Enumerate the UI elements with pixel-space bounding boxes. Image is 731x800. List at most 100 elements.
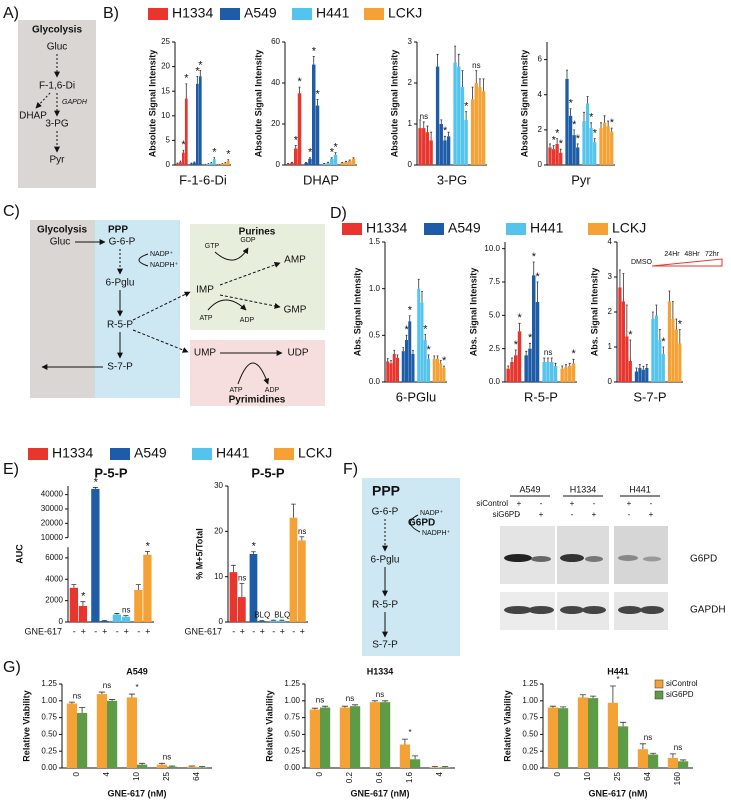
error-bar — [402, 347, 405, 352]
bar — [572, 135, 576, 165]
y-tick-label: 4000 — [45, 574, 63, 583]
error-bar — [532, 261, 535, 276]
error-bar — [128, 693, 135, 698]
legend-label: LCKJ — [298, 445, 332, 461]
pathway-box — [18, 20, 96, 188]
y-axis-label: Relative Viability — [264, 690, 274, 761]
significance: * — [589, 112, 594, 124]
error-bar — [439, 360, 442, 364]
significance: * — [212, 147, 217, 159]
box-title: Purines — [239, 227, 276, 238]
condition-label: siG6PD — [492, 510, 520, 519]
cofactor-arc — [138, 253, 149, 267]
bar — [460, 87, 465, 165]
error-bar — [316, 99, 319, 106]
y-tick-label: 0 — [408, 160, 413, 169]
blot — [500, 526, 555, 584]
significance: * — [316, 88, 321, 100]
enzyme: GAPDH — [62, 99, 88, 106]
x-tick-label: 64 — [643, 771, 652, 780]
error-bar — [510, 357, 514, 362]
error-bar — [629, 339, 632, 361]
significance: * — [442, 355, 447, 367]
y-tick-label: 6 — [538, 55, 543, 64]
bar — [326, 162, 330, 165]
y-tick-label: 0.75 — [284, 713, 300, 722]
y-tick-label: 4 — [538, 90, 543, 99]
error-bar — [393, 349, 396, 354]
error-bar — [543, 357, 546, 362]
y-tick-label: 10 — [214, 572, 223, 581]
significance: ns — [472, 61, 480, 70]
y-tick-label: 0 — [276, 160, 281, 169]
error-bar — [101, 619, 107, 621]
band — [585, 556, 603, 562]
y-tick-label: 5.0 — [489, 310, 501, 319]
bar — [638, 368, 642, 382]
bar — [77, 712, 88, 768]
x-axis-label: GNE-617 (nM) — [350, 788, 409, 798]
bar — [588, 698, 599, 768]
bar — [210, 163, 213, 165]
y-tick-label: 40 — [271, 78, 280, 87]
bar — [182, 152, 185, 165]
bar — [121, 616, 131, 622]
error-bar — [573, 129, 576, 136]
y-tick-label: 0.00 — [41, 763, 57, 772]
error-bar — [405, 334, 408, 340]
y-tick-label: 30 — [214, 481, 223, 490]
legend-swatch — [654, 679, 664, 689]
metabolite: R-5-P — [107, 320, 133, 331]
error-bar — [651, 311, 654, 319]
y-tick-label: 30000 — [41, 504, 64, 513]
bar — [408, 321, 412, 382]
significance: * — [404, 324, 409, 336]
y-tick-label: 2.5 — [489, 344, 501, 353]
y-tick-label: 0.25 — [284, 746, 300, 755]
metabolite: F-1,6-Di — [39, 81, 75, 92]
y-tick-label: 0 — [59, 617, 64, 626]
significance: * — [464, 101, 469, 113]
significance: * — [514, 339, 519, 351]
error-bar — [559, 148, 562, 153]
error-bar — [185, 83, 188, 99]
bar — [423, 340, 427, 382]
metabolite: DHAP — [19, 111, 47, 122]
box-title: PPP — [372, 483, 400, 499]
bar — [340, 162, 344, 165]
significance: * — [616, 675, 619, 684]
error-bar — [618, 269, 621, 288]
bar — [435, 66, 440, 165]
error-bar — [386, 358, 389, 362]
bar — [350, 706, 361, 768]
x-tick-label: 0 — [553, 771, 562, 776]
chart-title: A549 — [126, 666, 148, 676]
x-tick-label: 10 — [583, 771, 592, 780]
error-bar — [668, 290, 671, 302]
panel-label: G) — [3, 659, 21, 676]
bar — [322, 163, 326, 165]
cofactor-arc — [410, 514, 421, 533]
cell-line-label: H441 — [629, 484, 651, 494]
time-legend-wedge — [651, 258, 723, 267]
lane-sign: + — [517, 499, 522, 508]
bar — [648, 754, 659, 768]
legend-label: LCKJ — [612, 220, 646, 236]
time-legend-label: 48Hr — [684, 251, 700, 258]
bar — [69, 587, 79, 622]
x-axis-label: GNE-617 — [184, 626, 222, 636]
band — [643, 556, 661, 562]
bar — [548, 147, 552, 165]
x-tick-label: 0 — [72, 771, 81, 776]
bar — [610, 131, 614, 165]
error-bar — [669, 753, 676, 758]
bar — [207, 164, 210, 165]
bar — [589, 128, 593, 165]
chart-title: H1334 — [367, 666, 394, 676]
error-bar — [334, 152, 337, 155]
x-axis-label: GNE-617 (nM) — [107, 788, 166, 798]
bar — [457, 66, 461, 165]
x-tick-label: - — [116, 626, 119, 636]
y-tick-label: 0.50 — [284, 730, 300, 739]
cofactor-arc — [207, 299, 247, 311]
